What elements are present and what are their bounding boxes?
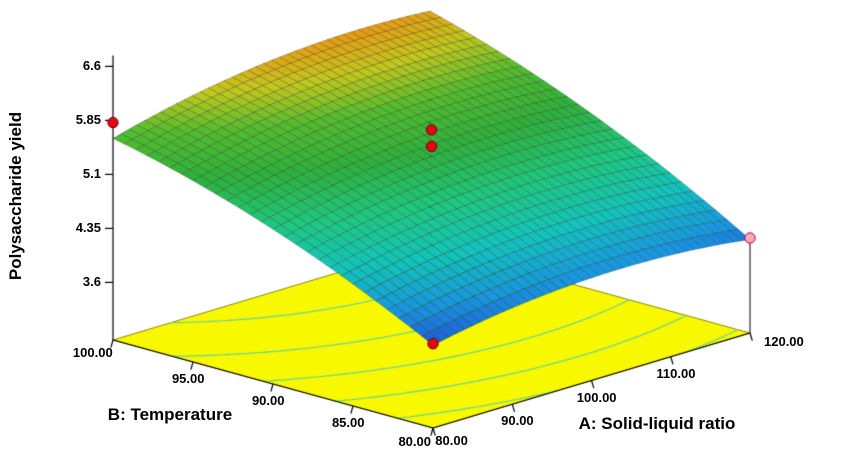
x-axis-title: A: Solid-liquid ratio [578,414,736,433]
y-axis-title: B: Temperature [107,405,233,424]
z-axis-title: Polysaccharide yield [6,111,25,281]
